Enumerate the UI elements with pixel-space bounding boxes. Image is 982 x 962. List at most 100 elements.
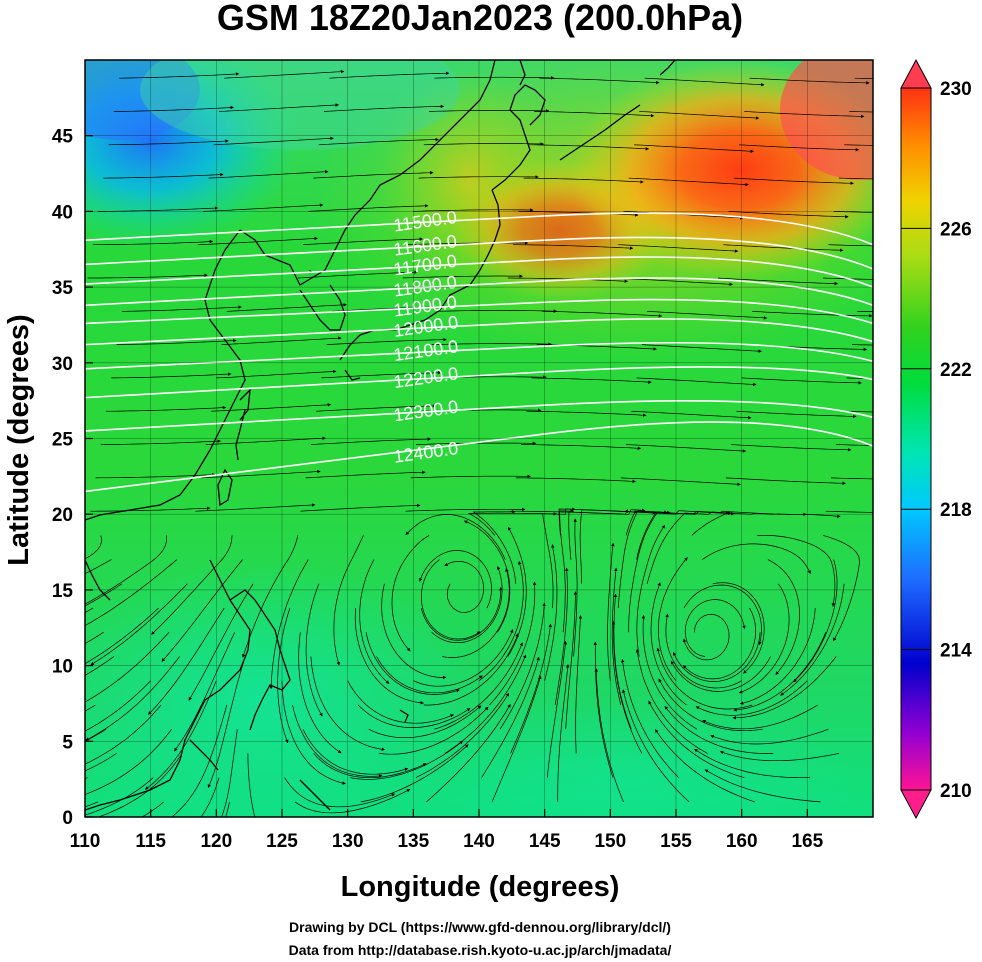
streamline	[481, 656, 540, 778]
streamline	[224, 69, 345, 79]
colorbar-top-triangle	[900, 58, 932, 89]
streamline	[682, 607, 756, 680]
x-tick-label: 125	[266, 831, 298, 852]
streamline	[413, 208, 534, 212]
y-tick-label: 30	[52, 354, 73, 375]
streamline	[119, 72, 240, 79]
streamline	[197, 236, 318, 246]
streamline	[92, 239, 214, 246]
y-tick-label: 5	[62, 732, 73, 753]
streamline	[298, 632, 342, 754]
streamline	[85, 801, 99, 808]
streamline	[410, 474, 531, 479]
streamline	[85, 583, 122, 607]
streamline	[90, 583, 188, 666]
x-axis-label: Longitude (degrees)	[341, 871, 620, 903]
streamline	[326, 337, 447, 345]
streamline	[684, 599, 746, 657]
streamline	[670, 656, 771, 692]
streamline	[148, 607, 225, 715]
streamline	[421, 559, 481, 640]
streamline	[321, 371, 442, 379]
streamline	[405, 507, 526, 512]
streamline	[121, 305, 242, 312]
streamline	[85, 607, 159, 665]
streamline	[413, 629, 514, 687]
y-tick-label: 0	[62, 808, 73, 829]
streamline	[515, 477, 636, 484]
y-axis-label: Latitude (degrees)	[3, 314, 35, 565]
streamline	[415, 692, 510, 778]
streamline	[559, 509, 574, 633]
streamline	[171, 704, 228, 817]
streamline	[736, 410, 857, 419]
streamline	[626, 444, 747, 453]
colorbar-bottom-triangle	[900, 789, 932, 820]
streamline	[420, 586, 503, 641]
streamline	[628, 510, 668, 633]
colorbar-tick-label: 210	[940, 781, 972, 802]
streamline	[247, 753, 256, 817]
streamline	[85, 632, 104, 644]
streamline	[694, 748, 811, 779]
streamline	[113, 105, 234, 112]
x-tick-label: 115	[135, 831, 166, 852]
streamline	[419, 550, 492, 609]
streamline	[302, 729, 409, 775]
streamline	[423, 633, 519, 706]
streamline	[823, 277, 873, 280]
streamline	[741, 377, 862, 385]
streamline	[329, 71, 450, 79]
x-tick-label: 165	[791, 831, 823, 852]
colorbar-tick-label: 226	[940, 219, 972, 240]
streamline	[702, 704, 818, 730]
streamline	[767, 559, 800, 676]
streamline	[308, 204, 429, 212]
streamline	[426, 704, 511, 803]
streamline	[151, 535, 233, 635]
streamline	[408, 241, 529, 246]
colorbar: 210 214 218 222 226 230	[900, 58, 972, 820]
streamline	[565, 591, 578, 730]
streamline	[85, 607, 94, 613]
streamline	[277, 607, 291, 744]
streamline	[654, 729, 755, 803]
streamline	[573, 518, 578, 657]
streamline	[575, 615, 583, 754]
streamline	[106, 405, 227, 412]
streamline	[418, 175, 539, 179]
streamline	[841, 410, 873, 413]
streamline	[297, 270, 418, 279]
y-tick-label: 10	[52, 657, 73, 678]
streamline	[844, 144, 873, 146]
streamline	[161, 559, 243, 662]
streamline	[402, 274, 523, 279]
streamline	[434, 76, 555, 80]
streamline	[719, 750, 839, 762]
streamline	[541, 310, 663, 318]
streamline	[305, 583, 323, 717]
streamline	[828, 244, 873, 247]
streamline	[507, 277, 629, 283]
streamline	[636, 377, 757, 387]
streamline	[85, 535, 167, 605]
streamline	[531, 377, 652, 384]
streamline	[97, 753, 183, 817]
x-tick-label: 140	[463, 831, 495, 852]
streamline	[376, 656, 483, 694]
streamline	[554, 567, 569, 706]
x-tick-label: 120	[200, 831, 232, 852]
streamline	[85, 753, 117, 772]
streamline	[499, 602, 546, 730]
x-tick-label: 110	[70, 831, 101, 852]
x-tick-label: 145	[529, 831, 561, 852]
streamline	[544, 544, 558, 681]
streamline	[333, 535, 364, 666]
streamline	[85, 559, 112, 575]
streamline	[546, 640, 568, 778]
streamline	[641, 614, 698, 730]
contour-line	[85, 212, 873, 246]
streamline	[95, 472, 216, 479]
streamline	[704, 769, 821, 803]
